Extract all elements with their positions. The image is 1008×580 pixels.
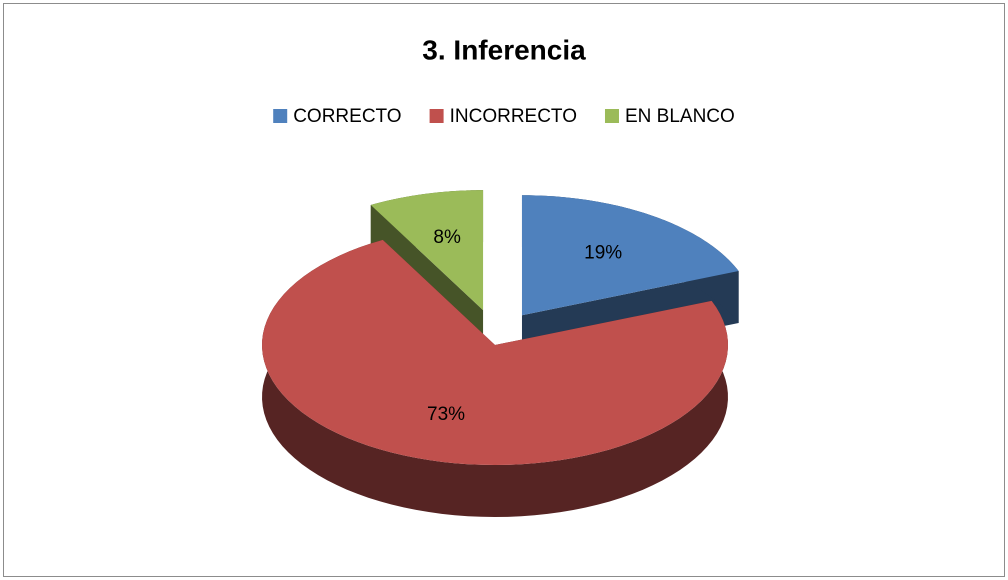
slice (521, 195, 739, 316)
slice (370, 190, 484, 311)
slice (262, 239, 728, 465)
legend-swatch (604, 109, 619, 123)
data-label: 19% (584, 243, 622, 264)
legend-label: INCORRECTO (450, 106, 577, 127)
legend-label: CORRECTO (293, 106, 401, 127)
pie: 19% 73% 8% (262, 190, 739, 517)
data-label: 8% (433, 227, 461, 248)
chart-title: 3. Inferencia (422, 34, 586, 65)
legend-swatch (273, 109, 288, 123)
legend-swatch (429, 109, 444, 123)
legend-label: EN BLANCO (625, 106, 735, 127)
data-label: 73% (427, 404, 465, 425)
legend: CORRECTO INCORRECTO EN BLANCO (273, 106, 735, 127)
